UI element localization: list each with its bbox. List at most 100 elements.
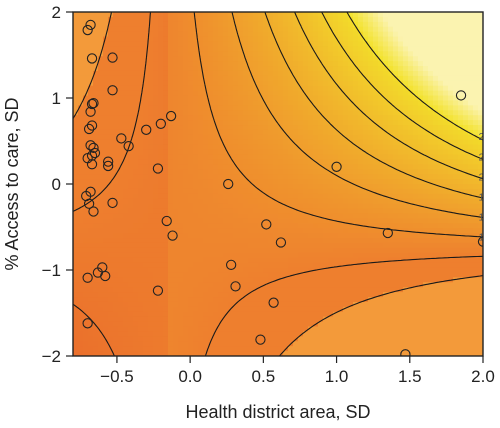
contour-band-cell (233, 316, 239, 323)
contour-band-cell (88, 213, 94, 219)
contour-band-cell (183, 277, 189, 283)
contour-band-cell (333, 120, 339, 126)
contour-band-cell (203, 26, 209, 33)
contour-band-cell (208, 12, 214, 18)
contour-band-cell (203, 311, 209, 318)
contour-band-cell (293, 272, 299, 278)
contour-band-cell (353, 51, 359, 57)
contour-band-cell (298, 346, 304, 352)
contour-band-cell (278, 257, 284, 264)
contour-band-cell (318, 169, 324, 175)
contour-band-cell (253, 125, 259, 131)
contour-band-cell (148, 12, 154, 18)
contour-band-cell (213, 233, 219, 239)
contour-band-cell (143, 267, 149, 274)
contour-band-cell (228, 134, 234, 141)
contour-band-cell (133, 277, 139, 283)
contour-band-cell (288, 144, 294, 151)
contour-band-cell (83, 51, 89, 57)
contour-band-cell (78, 120, 84, 126)
contour-band-cell (328, 36, 334, 43)
contour-band-cell (283, 351, 289, 356)
contour-band-cell (423, 326, 429, 333)
contour-band-cell (233, 105, 239, 111)
contour-band-cell (318, 100, 324, 106)
contour-band-cell (93, 115, 99, 121)
contour-band-cell (378, 105, 384, 111)
contour-band-cell (153, 139, 159, 146)
contour-band-cell (363, 218, 369, 224)
contour-band-cell (283, 16, 289, 23)
contour-band-cell (168, 12, 174, 18)
contour-band-cell (153, 198, 159, 205)
contour-band-cell (223, 70, 229, 77)
contour-band-cell (343, 267, 349, 274)
contour-band-cell (233, 287, 239, 293)
contour-band-cell (358, 110, 364, 116)
contour-band-cell (228, 193, 234, 200)
contour-band-cell (223, 159, 229, 165)
contour-band-cell (178, 110, 184, 116)
contour-band-cell (368, 134, 374, 141)
contour-band-cell (273, 51, 279, 57)
contour-band-cell (158, 282, 164, 288)
contour-band-cell (338, 120, 344, 126)
contour-band-cell (328, 233, 334, 239)
contour-band-cell (143, 193, 149, 200)
contour-band-cell (223, 66, 229, 72)
contour-band-cell (173, 331, 179, 337)
contour-band-cell (98, 277, 104, 283)
contour-band-cell (308, 341, 314, 347)
contour-band-cell (373, 21, 379, 28)
contour-band-cell (278, 51, 284, 57)
contour-band-cell (368, 346, 374, 352)
contour-band-cell (158, 51, 164, 57)
contour-band-cell (88, 321, 94, 328)
contour-band-cell (363, 120, 369, 126)
contour-band-cell (323, 110, 329, 116)
contour-band-cell (408, 169, 414, 175)
contour-band-cell (123, 12, 129, 18)
contour-band-cell (173, 169, 179, 175)
contour-band-cell (303, 85, 309, 92)
contour-band-cell (198, 218, 204, 224)
contour-band-cell (178, 179, 184, 185)
contour-band-cell (358, 233, 364, 239)
contour-band-cell (133, 129, 139, 136)
contour-band-cell (163, 198, 169, 205)
contour-band-cell (143, 36, 149, 43)
contour-band-cell (83, 218, 89, 224)
contour-band-cell (328, 41, 334, 47)
contour-band-cell (323, 282, 329, 288)
contour-band-cell (258, 100, 264, 106)
contour-band-cell (168, 75, 174, 82)
contour-band-cell (173, 129, 179, 136)
contour-band-cell (88, 12, 94, 18)
contour-band-cell (288, 262, 294, 269)
contour-band-cell (283, 100, 289, 106)
contour-band-cell (118, 85, 124, 92)
contour-band-cell (188, 233, 194, 239)
contour-band-cell (403, 223, 409, 229)
contour-band-cell (248, 110, 254, 116)
contour-band-cell (93, 287, 99, 293)
contour-band-cell (288, 41, 294, 47)
contour-band-cell (408, 292, 414, 298)
contour-band-cell (193, 139, 199, 146)
contour-band-cell (373, 242, 379, 249)
contour-band-cell (413, 31, 419, 38)
contour-band-cell (408, 277, 414, 283)
contour-band-cell (248, 218, 254, 224)
contour-band-cell (203, 129, 209, 136)
contour-band-cell (238, 306, 244, 313)
contour-band-cell (173, 110, 179, 116)
contour-band-cell (318, 341, 324, 347)
contour-band-cell (403, 120, 409, 126)
contour-band-cell (318, 41, 324, 47)
contour-band-cell (143, 321, 149, 328)
contour-band-cell (253, 292, 259, 298)
contour-band-cell (298, 306, 304, 313)
contour-band-cell (228, 272, 234, 278)
contour-band-cell (398, 272, 404, 278)
contour-band-cell (368, 179, 374, 185)
